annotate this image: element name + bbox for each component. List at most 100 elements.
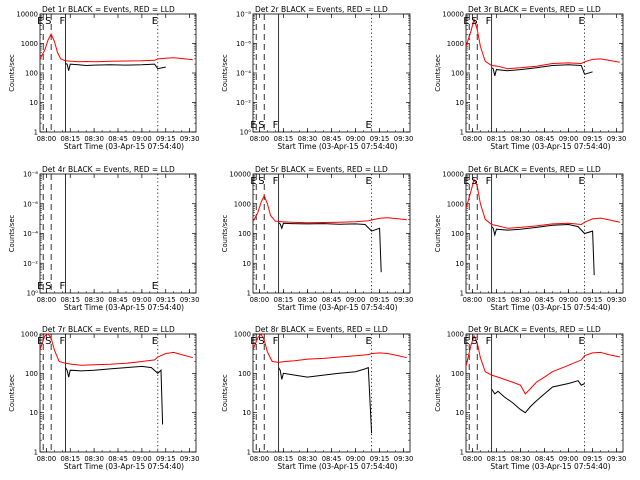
events-series-line [278,222,382,273]
x-tick-label: 08:00 [463,135,483,143]
x-tick-label: 09:15 [156,135,176,143]
y-axis-label: Counts/sec [434,54,442,92]
marker-label: F [59,16,65,27]
marker-label: E [250,176,256,187]
marker-label: E [463,336,469,347]
x-tick-label: 08:00 [463,296,483,304]
marker-label: E [366,336,372,347]
marker-label: E [463,176,469,187]
x-tick-label: 08:45 [108,455,128,463]
marker-label: E [152,336,158,347]
x-tick-label: 09:15 [583,455,603,463]
y-tick-label: 1000 [234,331,251,339]
y-axis-label: Counts/sec [434,374,442,412]
x-tick-label: 09:00 [559,135,579,143]
chart-title: Det 4r BLACK = Events, RED = LLD [42,165,175,174]
chart-panel-5: Det 5r BLACK = Events, RED = LLD 08:00 08:… [221,165,413,312]
y-tick-label: 1 [34,129,38,137]
y-tick-label: 100 [451,70,464,78]
x-axis-label: Start Time (03-Apr-15 07:54:40) [64,303,184,312]
chart-title: Det 2r BLACK = Events, RED = LLD [255,5,388,14]
y-tick-label: 1 [460,290,464,298]
x-tick-label: 09:00 [132,296,152,304]
marker-label: F [486,16,492,27]
lld-series-line [39,32,193,63]
y-tick-label: 10000 [442,171,464,179]
plot-frame [39,173,197,294]
marker-label: F [273,176,279,187]
x-tick-label: 08:15 [60,455,80,463]
y-axis-label: Counts/sec [221,54,229,92]
x-tick-label: 08:15 [274,455,294,463]
y-tick-label: 100 [451,230,464,238]
y-tick-label: 100 [25,70,38,78]
x-tick-label: 08:45 [322,135,342,143]
y-tick-label: 10 [455,409,464,417]
x-tick-label: 08:00 [250,455,270,463]
x-tick-label: 08:30 [511,296,531,304]
x-axis-label: Start Time (03-Apr-15 07:54:40) [277,142,397,151]
marker-label: E [579,176,585,187]
x-tick-label: 09:15 [370,135,390,143]
x-tick-label: 08:00 [250,135,270,143]
x-tick-label: 09:30 [607,455,627,463]
chart-title: Det 7r BLACK = Events, RED = LLD [42,325,175,334]
x-axis-label: Start Time (03-Apr-15 07:54:40) [64,462,184,471]
y-axis-label: Counts/sec [434,215,442,253]
y-tick-label: 1 [247,290,251,298]
marker-label: E [152,16,158,27]
x-tick-label: 08:45 [535,135,555,143]
chart-title: Det 8r BLACK = Events, RED = LLD [255,325,388,334]
y-tick-label: 100 [238,230,251,238]
events-series-line [491,380,585,414]
y-tick-label: 10⁻² [23,260,38,268]
lld-series-line [465,334,620,395]
y-tick-label: 1 [460,449,464,457]
marker-label: S [258,336,264,347]
x-tick-label: 09:15 [583,135,603,143]
marker-label: E [579,16,585,27]
events-series-line [491,223,595,276]
x-tick-label: 09:00 [132,455,152,463]
y-axis-label: Counts/sec [8,374,16,412]
events-series-line [65,63,166,71]
marker-label: F [59,336,65,347]
x-tick-label: 09:15 [156,296,176,304]
y-tick-label: 1000 [234,200,251,208]
y-tick-label: 1000 [21,331,38,339]
x-tick-label: 08:15 [60,296,80,304]
y-tick-label: 10⁰ [240,129,252,137]
x-tick-label: 08:30 [84,455,104,463]
y-axis-label: Counts/sec [8,215,16,253]
y-tick-label: 10⁻⁸ [236,11,251,19]
lld-series-line [252,333,407,363]
x-tick-label: 09:30 [394,135,414,143]
y-tick-label: 10 [242,409,251,417]
marker-label: S [258,176,264,187]
plot-frame [252,173,411,294]
x-tick-label: 08:15 [487,135,507,143]
marker-label: E [37,16,43,27]
x-tick-label: 08:45 [322,296,342,304]
x-tick-label: 08:00 [463,455,483,463]
lld-series-line [39,333,193,366]
y-tick-label: 10 [455,260,464,268]
marker-label: E [463,16,469,27]
marker-label: F [486,176,492,187]
y-tick-label: 10 [29,409,38,417]
chart-panel-8: Det 8r BLACK = Events, RED = LLD 08:00 08:… [221,325,413,471]
marker-label: E [37,281,43,292]
y-tick-label: 10⁻² [236,99,251,107]
events-series-line [278,366,373,434]
y-axis-label: Counts/sec [221,374,229,412]
y-tick-label: 10000 [229,171,251,179]
x-tick-label: 09:30 [394,296,414,304]
plot-frame [252,333,411,453]
y-tick-label: 1000 [447,40,464,48]
x-tick-label: 09:00 [346,135,366,143]
x-tick-label: 08:00 [37,455,57,463]
marker-label: F [273,120,279,131]
y-axis-label: Counts/sec [221,215,229,253]
x-tick-label: 09:15 [370,296,390,304]
